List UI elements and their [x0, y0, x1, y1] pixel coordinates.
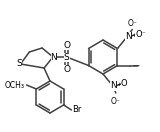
Text: O: O: [63, 65, 70, 74]
Text: O: O: [63, 41, 70, 50]
Text: O⁻: O⁻: [111, 97, 121, 106]
Text: N: N: [110, 81, 117, 91]
Text: O: O: [135, 30, 142, 39]
Text: N: N: [51, 53, 57, 62]
Text: —: —: [132, 62, 139, 69]
Text: ⁻: ⁻: [141, 32, 145, 37]
Text: S: S: [64, 53, 70, 62]
Text: OCH₃: OCH₃: [5, 81, 25, 89]
Text: O⁻: O⁻: [127, 18, 137, 27]
Text: O: O: [121, 79, 127, 88]
Text: S: S: [17, 60, 22, 69]
Text: N: N: [125, 32, 132, 41]
Text: Br: Br: [72, 105, 82, 114]
Text: +: +: [131, 33, 136, 38]
Text: +: +: [117, 82, 122, 88]
